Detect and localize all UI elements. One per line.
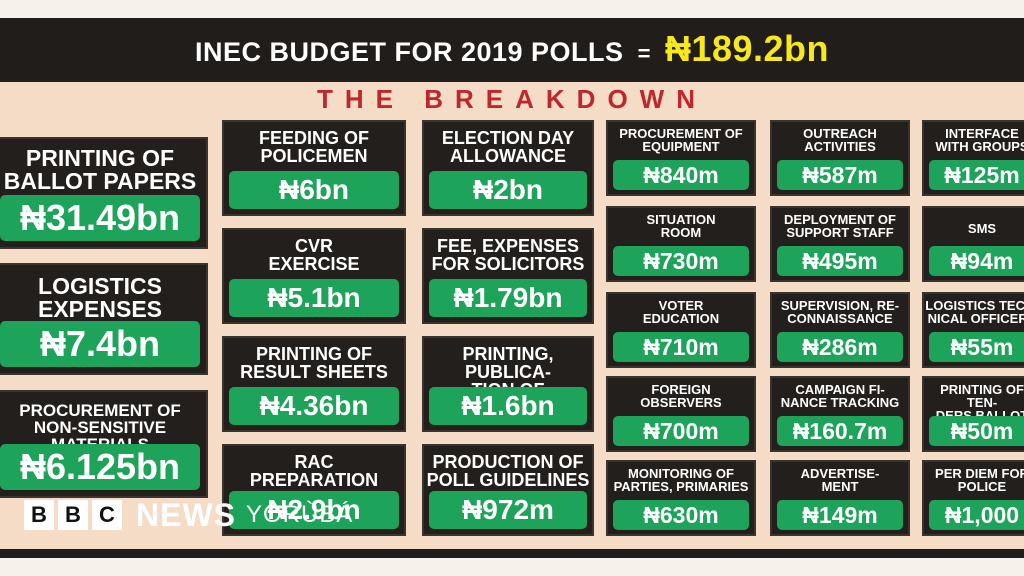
budget-card-interface: INTERFACE WITH GROUPS ₦125m [922,120,1024,196]
card-label: PER DIEM FOR POLICE [935,466,1024,494]
card-value: ₦50m [929,416,1024,446]
card-value: ₦972m [429,491,587,529]
card-value: ₦2bn [429,171,587,209]
budget-card-cvr: CVR EXERCISE ₦5.1bn [222,228,406,324]
card-value: ₦125m [929,160,1024,190]
card-value: ₦4.36bn [229,387,399,425]
card-label: INTERFACE WITH GROUPS [935,126,1024,154]
card-label: FEE, EXPENSES FOR SOLICITORS [431,236,585,274]
budget-card-monitoring: MONITORING OF PARTIES, PRIMARIES ₦630m [606,460,756,536]
budget-card-register: PRINTING, PUBLICA- TION OF REGISTER ₦1.6… [422,336,594,432]
card-label: PRODUCTION OF POLL GUIDELINES [426,452,590,490]
budget-card-tenders-ballot: PRINTING OF TEN- DERS BALLOT PAPERS ₦50m [922,376,1024,452]
logo-language: YORÙBÁ [246,501,354,528]
card-label: PRINTING OF BALLOT PAPERS [3,145,197,194]
card-value: ₦495m [777,246,903,276]
card-value: ₦7.4bn [0,321,200,367]
card-value: ₦31.49bn [0,195,200,241]
total-budget: ₦189.2bn [664,28,830,69]
card-label: VOTER EDUCATION [642,298,720,326]
budget-card-campaign-finance: CAMPAIGN FI- NANCE TRACKING ₦160.7m [770,376,910,452]
card-value: ₦710m [613,332,749,362]
budget-card-per-diem: PER DIEM FOR POLICE ₦1,000 [922,460,1024,536]
budget-card-supervision: SUPERVISION, RE- CONNAISSANCE ₦286m [770,292,910,368]
card-value: ₦94m [929,246,1024,276]
card-value: ₦1,000 [929,500,1024,530]
title-text: INEC BUDGET FOR 2019 POLLS [194,37,624,67]
budget-card-advertisement: ADVERTISE- MENT ₦149m [770,460,910,536]
card-label: SITUATION ROOM [646,212,716,240]
budget-card-sms: SMS ₦94m [922,206,1024,282]
budget-card-ballot-papers: PRINTING OF BALLOT PAPERS ₦31.49bn [0,137,208,249]
budget-card-equipment: PROCUREMENT OF EQUIPMENT ₦840m [606,120,756,196]
card-value: ₦55m [929,332,1024,362]
logo-letter: B [58,500,88,530]
card-label: FEEDING OF POLICEMEN [258,128,369,166]
budget-card-outreach: OUTREACH ACTIVITIES ₦587m [770,120,910,196]
card-value: ₦700m [613,416,749,446]
card-value: ₦630m [613,500,749,530]
budget-card-logistics-officers: LOGISTICS TECH- NICAL OFFICERS ₦55m [922,292,1024,368]
card-label: OUTREACH ACTIVITIES [803,126,877,154]
budget-card-support-staff: DEPLOYMENT OF SUPPORT STAFF ₦495m [770,206,910,282]
card-label: RAC PREPARATION [249,452,379,490]
card-value: ₦5.1bn [229,279,399,317]
card-value: ₦6bn [229,171,399,209]
card-value: ₦1.79bn [429,279,587,317]
card-label: LOGISTICS TECH- NICAL OFFICERS [925,298,1024,326]
budget-card-result-sheets: PRINTING OF RESULT SHEETS ₦4.36bn [222,336,406,432]
card-value: ₦1.6bn [429,387,587,425]
budget-card-foreign-observers: FOREIGN OBSERVERS ₦700m [606,376,756,452]
bbc-news-yoruba-logo: B B C NEWS YORÙBÁ [24,497,353,533]
card-label: DEPLOYMENT OF SUPPORT STAFF [784,212,896,240]
logo-news: NEWS [136,496,236,533]
card-label: SUPERVISION, RE- CONNAISSANCE [780,298,900,326]
card-value: ₦286m [777,332,903,362]
budget-card-solicitors: FEE, EXPENSES FOR SOLICITORS ₦1.79bn [422,228,594,324]
budget-card-poll-guidelines: PRODUCTION OF POLL GUIDELINES ₦972m [422,444,594,536]
page-title: INEC BUDGET FOR 2019 POLLS = ₦189.2bn [0,28,1024,70]
equals-sign: = [637,41,651,66]
card-value: ₦840m [613,160,749,190]
breakdown-heading: THE BREAKDOWN [317,84,707,114]
card-label: CVR EXERCISE [268,236,360,274]
card-label: ELECTION DAY ALLOWANCE [441,128,575,166]
card-label: LOGISTICS EXPENSES [38,273,162,322]
card-value: ₦730m [613,246,749,276]
budget-card-feeding: FEEDING OF POLICEMEN ₦6bn [222,120,406,216]
card-label: CAMPAIGN FI- NANCE TRACKING [780,382,900,410]
card-label: FOREIGN OBSERVERS [640,382,722,410]
budget-card-voter-education: VOTER EDUCATION ₦710m [606,292,756,368]
card-label: PRINTING OF RESULT SHEETS [240,344,388,382]
card-label: SMS [967,221,997,236]
budget-card-situation-room: SITUATION ROOM ₦730m [606,206,756,282]
budget-card-non-sensitive: PROCUREMENT OF NON-SENSITIVE MATERIALS ₦… [0,390,208,498]
card-value: ₦149m [777,500,903,530]
logo-letter: C [92,500,122,530]
card-value: ₦6.125bn [0,444,200,490]
card-label: MONITORING OF PARTIES, PRIMARIES [613,466,749,494]
card-value: ₦587m [777,160,903,190]
card-value: ₦160.7m [777,416,903,446]
budget-card-logistics: LOGISTICS EXPENSES ₦7.4bn [0,263,208,375]
budget-card-election-day: ELECTION DAY ALLOWANCE ₦2bn [422,120,594,216]
budget-card-rac: RAC PREPARATION ₦2.9bn [222,444,406,536]
logo-letter: B [24,500,54,530]
card-label: PROCUREMENT OF EQUIPMENT [619,126,743,154]
card-label: ADVERTISE- MENT [800,466,880,494]
card-value: ₦2.9bn [229,491,399,529]
